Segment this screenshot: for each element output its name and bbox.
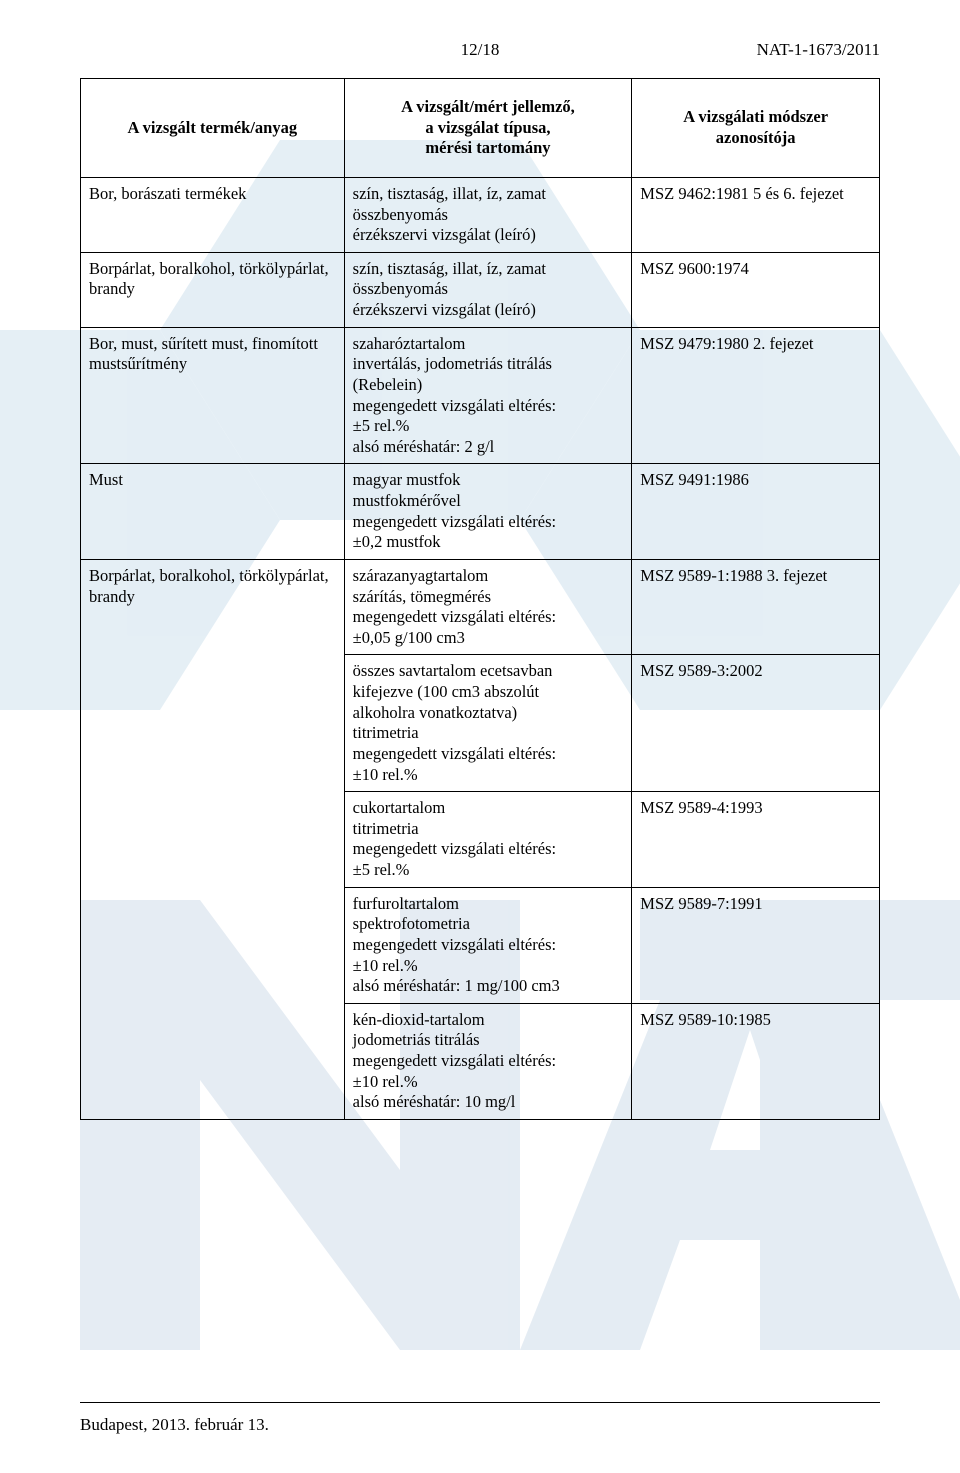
col-header-standard: A vizsgálati módszerazonosítója [632, 79, 880, 178]
doc-reference: NAT-1-1673/2011 [757, 40, 880, 60]
table-body: Bor, borászati termékek szín, tisztaság,… [81, 177, 880, 1119]
cell-method: cukortartalomtitrimetriamegengedett vizs… [344, 792, 632, 888]
table-row: Must magyar mustfokmustfokmérővelmegenge… [81, 464, 880, 560]
cell-standard: MSZ 9589-1:1988 3. fejezet [632, 559, 880, 655]
cell-method: szín, tisztaság, illat, íz, zamatösszben… [344, 177, 632, 252]
page-header: 12/18 NAT-1-1673/2011 [80, 40, 880, 60]
cell-product: Must [81, 464, 345, 560]
table-row: Bor, must, sűrített must, finomítottmust… [81, 327, 880, 464]
cell-method: összes savtartalom ecetsavbankifejezve (… [344, 655, 632, 792]
cell-standard: MSZ 9479:1980 2. fejezet [632, 327, 880, 464]
cell-standard: MSZ 9589-10:1985 [632, 1003, 880, 1119]
cell-method: kén-dioxid-tartalomjodometriás titrálásm… [344, 1003, 632, 1119]
cell-standard: MSZ 9589-3:2002 [632, 655, 880, 792]
table-row: Borpárlat, boralkohol, törkölypárlat,bra… [81, 559, 880, 655]
cell-method: szárazanyagtartalomszárítás, tömegmérésm… [344, 559, 632, 655]
cell-method: szín, tisztaság, illat, íz, zamatösszben… [344, 252, 632, 327]
table-row: Borpárlat, boralkohol, törkölypárlat,bra… [81, 252, 880, 327]
page-number: 12/18 [461, 40, 500, 60]
col-header-method: A vizsgált/mért jellemző,a vizsgálat típ… [344, 79, 632, 178]
cell-standard: MSZ 9589-7:1991 [632, 887, 880, 1003]
cell-method: szaharóztartalominvertálás, jodometriás … [344, 327, 632, 464]
standards-table: A vizsgált termék/anyag A vizsgált/mért … [80, 78, 880, 1120]
page: 12/18 NAT-1-1673/2011 A vizsgált termék/… [0, 0, 960, 1473]
col-header-product: A vizsgált termék/anyag [81, 79, 345, 178]
table-header-row: A vizsgált termék/anyag A vizsgált/mért … [81, 79, 880, 178]
table-row: Bor, borászati termékek szín, tisztaság,… [81, 177, 880, 252]
cell-standard: MSZ 9589-4:1993 [632, 792, 880, 888]
footer-text: Budapest, 2013. február 13. [80, 1415, 269, 1435]
cell-method: magyar mustfokmustfokmérővelmegengedett … [344, 464, 632, 560]
cell-standard: MSZ 9491:1986 [632, 464, 880, 560]
cell-method: furfuroltartalomspektrofotometriamegenge… [344, 887, 632, 1003]
cell-product: Bor, borászati termékek [81, 177, 345, 252]
cell-product: Bor, must, sűrített must, finomítottmust… [81, 327, 345, 464]
cell-standard: MSZ 9462:1981 5 és 6. fejezet [632, 177, 880, 252]
cell-product: Borpárlat, boralkohol, törkölypárlat,bra… [81, 252, 345, 327]
cell-product: Borpárlat, boralkohol, törkölypárlat,bra… [81, 559, 345, 1119]
cell-standard: MSZ 9600:1974 [632, 252, 880, 327]
footer-divider [80, 1402, 880, 1403]
